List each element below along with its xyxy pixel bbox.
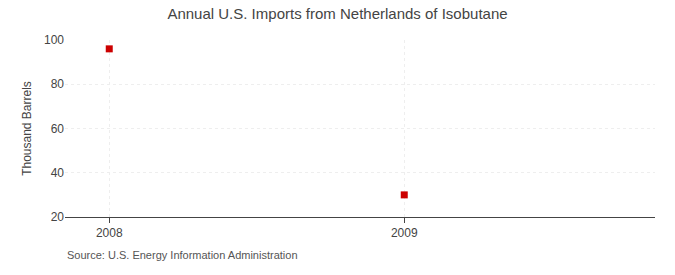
svg-text:40: 40	[51, 166, 65, 180]
svg-text:Annual U.S. Imports from Nethe: Annual U.S. Imports from Netherlands of …	[167, 5, 507, 22]
svg-text:60: 60	[51, 122, 65, 136]
svg-text:80: 80	[51, 77, 65, 91]
svg-text:Thousand Barrels: Thousand Barrels	[20, 81, 34, 176]
svg-text:100: 100	[44, 33, 64, 47]
svg-text:2009: 2009	[391, 226, 418, 240]
svg-text:2008: 2008	[96, 226, 123, 240]
svg-text:20: 20	[51, 210, 65, 224]
svg-text:Source: U.S. Energy Informatio: Source: U.S. Energy Information Administ…	[67, 249, 298, 261]
